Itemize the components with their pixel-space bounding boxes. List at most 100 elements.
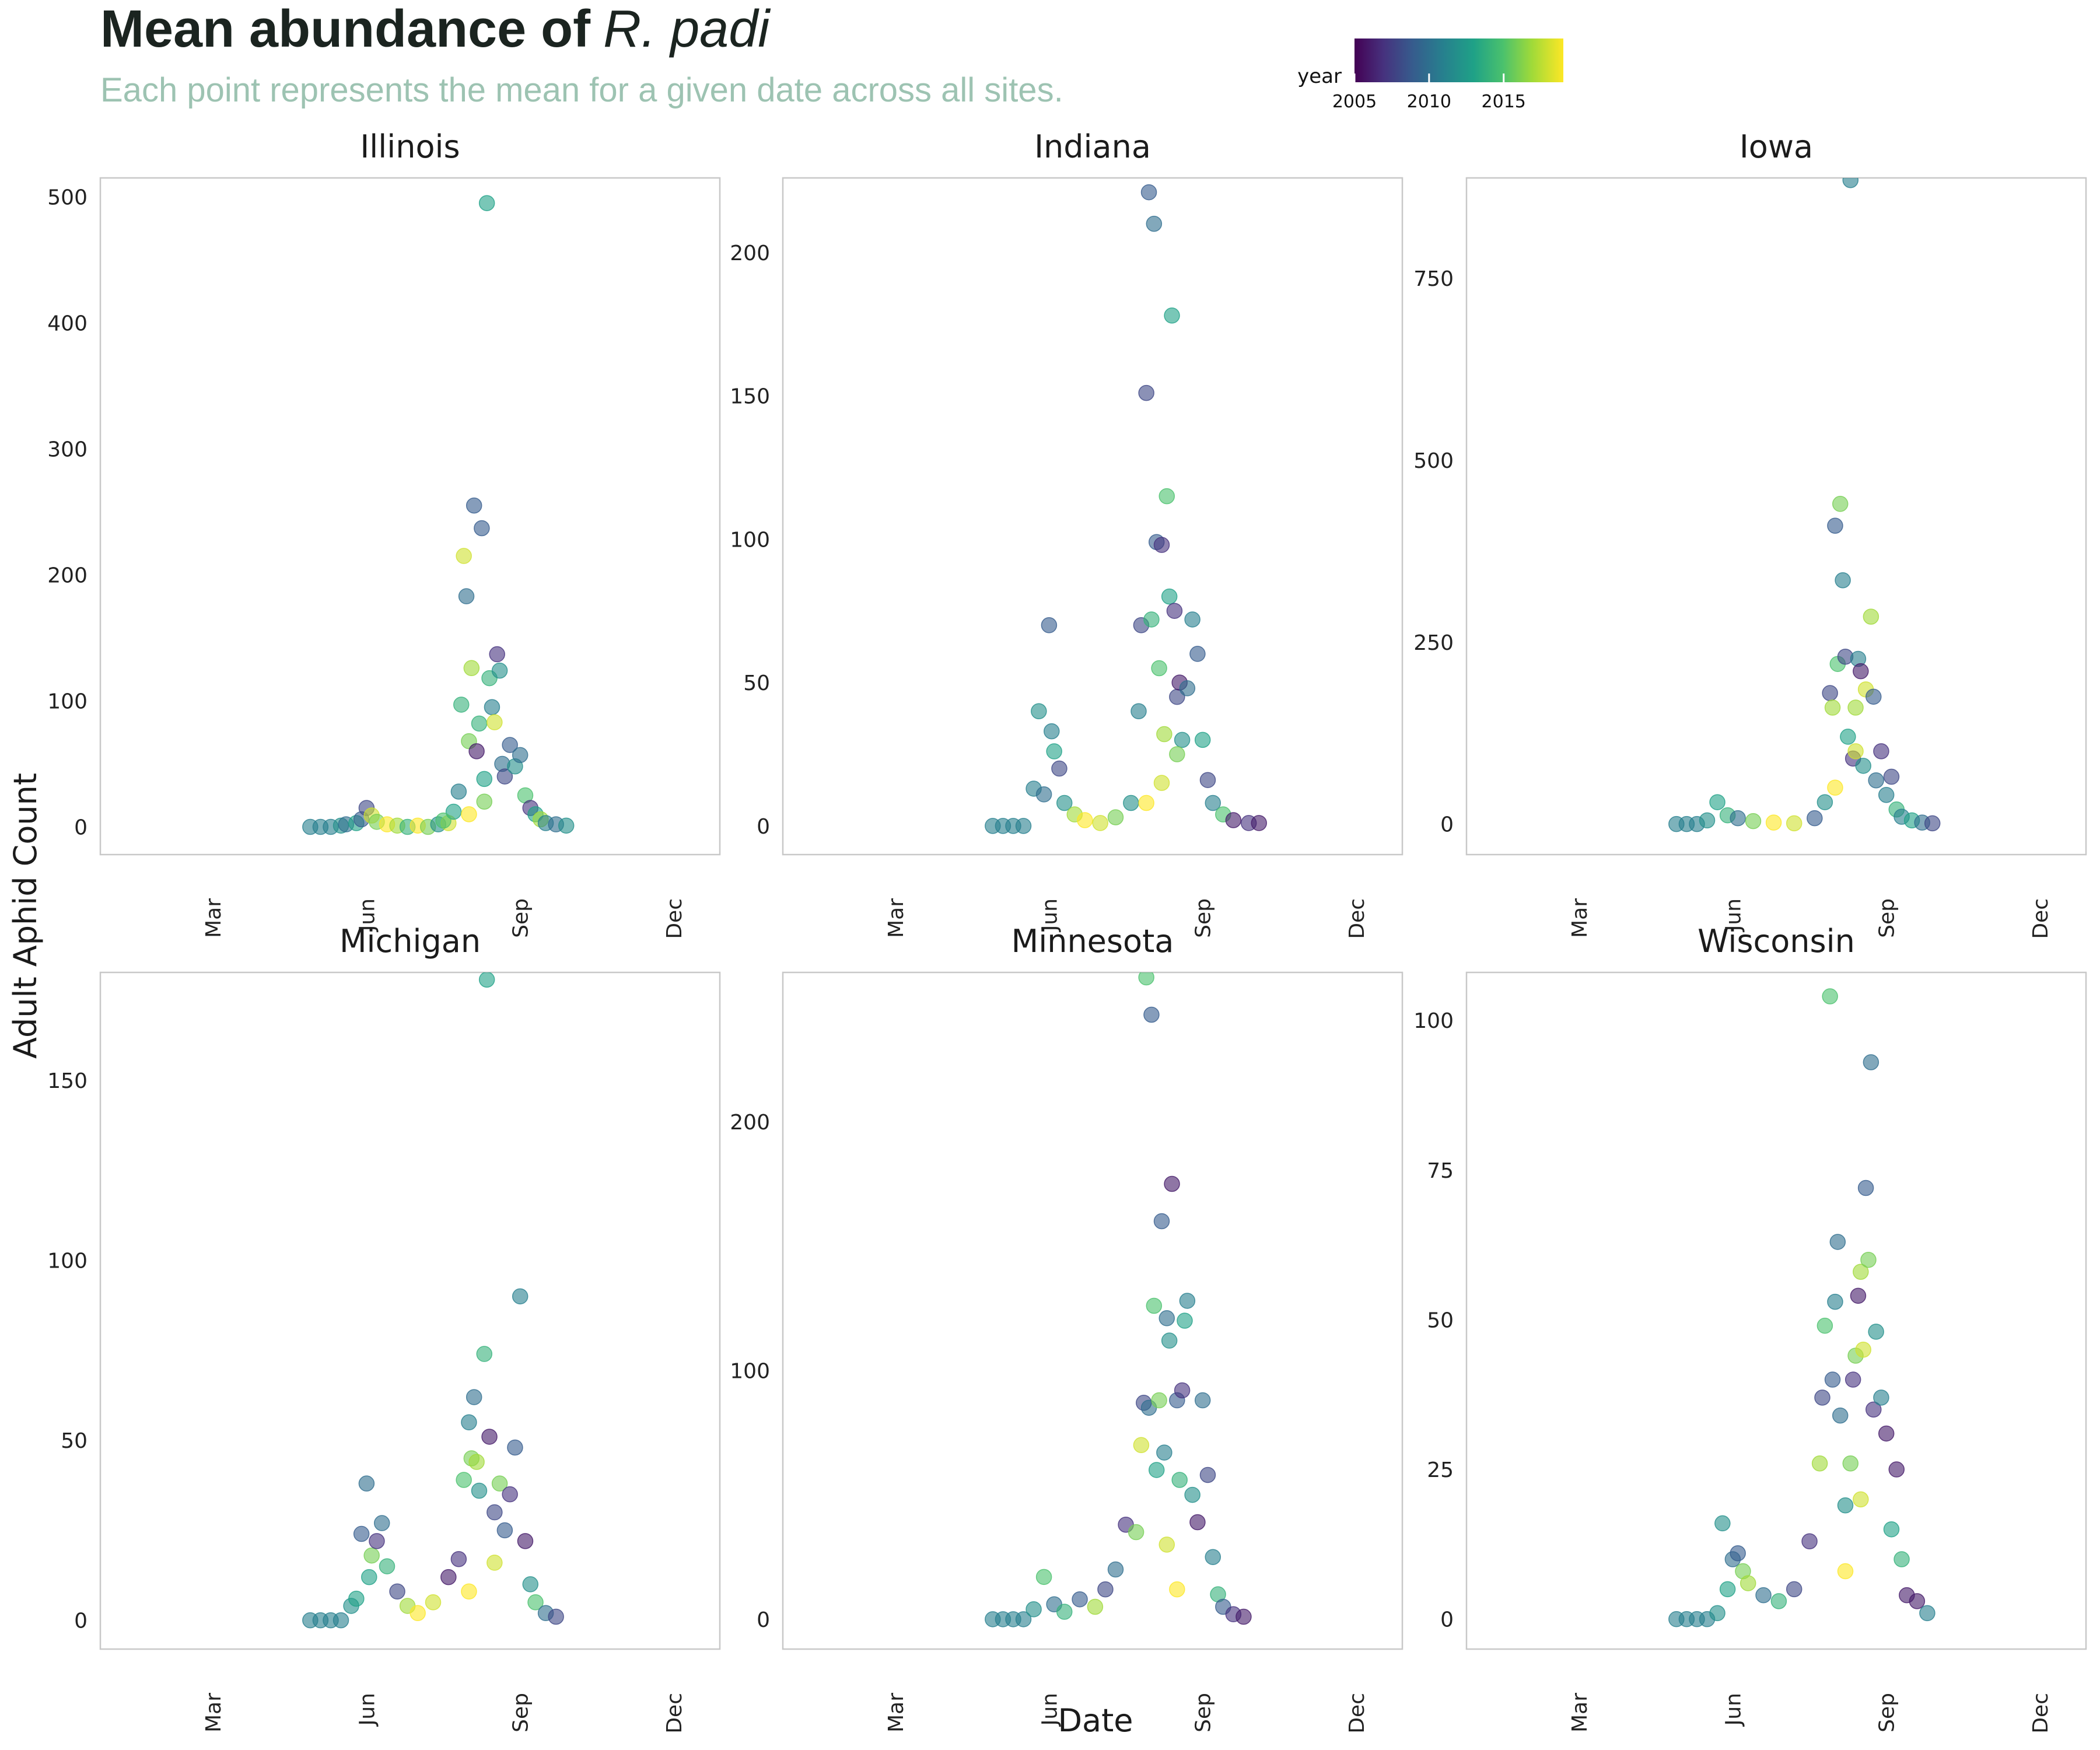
points-layer xyxy=(985,184,1267,834)
data-point xyxy=(1883,1521,1900,1538)
data-point xyxy=(1873,1390,1889,1406)
x-tick-label: Sep xyxy=(1875,1693,1899,1732)
data-point xyxy=(1842,178,1859,188)
points-layer xyxy=(1668,988,1936,1628)
data-point xyxy=(1770,1593,1787,1609)
facet-iowa: Iowa 0 250 500 750 Mar Jun Sep Dec xyxy=(1413,128,2087,939)
data-point xyxy=(1822,685,1838,701)
data-point xyxy=(491,1475,508,1492)
data-point xyxy=(456,548,472,564)
data-point xyxy=(456,1472,472,1488)
data-point xyxy=(1051,760,1068,777)
data-point xyxy=(478,972,495,988)
y-tick-label: 0 xyxy=(74,816,88,839)
data-point xyxy=(1840,729,1856,745)
x-axis-title: Date xyxy=(1058,1702,1133,1739)
data-point xyxy=(1853,1491,1869,1508)
data-point xyxy=(1822,988,1838,1005)
data-point xyxy=(1097,1581,1114,1598)
data-point xyxy=(332,1612,349,1629)
data-point xyxy=(478,195,495,211)
data-point xyxy=(1709,794,1726,810)
data-point xyxy=(1148,1462,1165,1478)
data-point xyxy=(1786,1581,1803,1598)
y-tick-label: 50 xyxy=(743,671,770,695)
data-point xyxy=(1860,1251,1877,1268)
data-point xyxy=(522,1576,539,1592)
data-point xyxy=(1171,1472,1188,1488)
data-point xyxy=(1845,1371,1861,1388)
chart-subtitle: Each point represents the mean for a giv… xyxy=(100,71,1063,109)
data-point xyxy=(463,660,480,677)
data-point xyxy=(1153,1213,1170,1230)
data-point xyxy=(487,1504,503,1521)
data-point xyxy=(1251,815,1267,831)
data-point xyxy=(1166,603,1183,619)
y-tick-label: 100 xyxy=(730,528,770,552)
data-point xyxy=(481,1429,498,1445)
data-point xyxy=(491,662,508,679)
data-point xyxy=(1151,660,1167,677)
data-point xyxy=(1786,815,1803,832)
y-tick-label: 0 xyxy=(757,1608,770,1632)
data-point xyxy=(487,1555,503,1571)
data-point xyxy=(1143,1006,1160,1023)
x-tick-label: Sep xyxy=(509,898,533,938)
y-tick-label: 0 xyxy=(1440,813,1454,837)
data-point xyxy=(1853,663,1869,680)
y-tick-label: 750 xyxy=(1413,267,1454,291)
data-point xyxy=(373,1515,390,1531)
data-point xyxy=(1824,699,1841,716)
color-legend: year 2005 2010 2015 xyxy=(1297,38,1563,112)
panel-frame xyxy=(1465,971,2087,1650)
data-point xyxy=(1161,1332,1178,1349)
data-point xyxy=(1837,1563,1854,1580)
data-point xyxy=(466,497,482,514)
y-tick-label: 25 xyxy=(1427,1458,1454,1482)
data-point xyxy=(1832,1407,1849,1424)
x-tick-label: Dec xyxy=(1345,898,1369,939)
y-tick-label: 150 xyxy=(47,1069,88,1093)
data-point xyxy=(1755,1587,1772,1604)
data-point xyxy=(476,771,493,788)
data-point xyxy=(1158,1310,1175,1326)
y-tick-label: 150 xyxy=(730,385,770,409)
x-tick-label: Jun xyxy=(1038,1693,1062,1727)
data-point xyxy=(1835,572,1851,589)
x-tick-label: Mar xyxy=(202,898,226,938)
data-point xyxy=(1225,812,1242,828)
data-point xyxy=(1868,1324,1884,1340)
data-point xyxy=(1035,1569,1052,1586)
data-point xyxy=(1164,307,1180,324)
data-point xyxy=(527,1594,544,1611)
data-point xyxy=(558,817,575,834)
data-point xyxy=(1868,772,1884,789)
data-point xyxy=(1811,1455,1828,1472)
data-point xyxy=(487,714,503,730)
data-point xyxy=(1919,1605,1936,1622)
data-point xyxy=(1031,703,1047,719)
data-point xyxy=(1709,1605,1726,1622)
data-point xyxy=(476,1346,493,1362)
data-point xyxy=(1146,215,1163,232)
data-point xyxy=(468,1454,485,1470)
data-point xyxy=(1832,496,1849,512)
y-axis-title: Adult Aphid Count xyxy=(7,773,44,1059)
data-point xyxy=(353,1525,370,1542)
data-point xyxy=(1888,1461,1905,1478)
points-layer xyxy=(1668,178,1941,832)
y-tick-label: 500 xyxy=(47,186,88,209)
data-point xyxy=(1174,732,1191,748)
data-point xyxy=(1853,1264,1869,1280)
data-point xyxy=(1164,1175,1180,1192)
data-point xyxy=(1046,743,1062,760)
data-point xyxy=(425,1594,442,1611)
data-point xyxy=(1143,611,1160,628)
data-point xyxy=(435,812,452,829)
x-tick-label: Jun xyxy=(1721,1693,1745,1727)
y-tick-label: 100 xyxy=(47,690,88,713)
data-point xyxy=(1189,1514,1206,1531)
data-point xyxy=(1199,1466,1216,1483)
data-point xyxy=(1909,1593,1926,1609)
y-tick-label: 50 xyxy=(1427,1308,1454,1332)
